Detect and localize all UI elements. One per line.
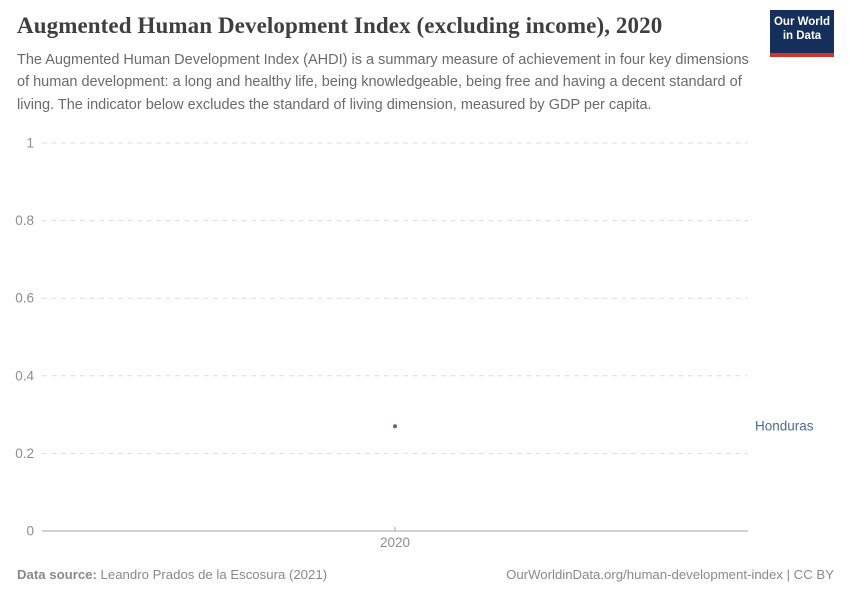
y-tick-label: 1 [26, 136, 34, 151]
x-tick-label: 2020 [380, 535, 410, 550]
entity-label[interactable]: Honduras [755, 419, 814, 434]
scatter-plot: 0 0.2 0.4 0.6 0.8 1 2020 Honduras [15, 136, 814, 551]
owid-logo-line1: Our World [773, 16, 830, 28]
y-tick-label: 0 [26, 524, 34, 539]
y-tick-label: 0.4 [15, 368, 34, 383]
y-tick-label: 0.6 [15, 291, 34, 306]
chart-area: 0 0.2 0.4 0.6 0.8 1 2020 Honduras [0, 130, 850, 560]
data-source: Data source: Leandro Prados de la Escosu… [17, 567, 327, 582]
owid-logo-line2: in Data [782, 30, 822, 42]
y-tick-label: 0.2 [15, 446, 34, 461]
data-source-value: Leandro Prados de la Escosura (2021) [96, 567, 328, 582]
chart-subtitle: The Augmented Human Development Index (A… [17, 52, 749, 113]
y-tick-label: 0.8 [15, 213, 34, 228]
page-title: Augmented Human Development Index (exclu… [17, 13, 663, 38]
attribution-link[interactable]: OurWorldinData.org/human-development-ind… [506, 567, 834, 582]
chart-footer: Data source: Leandro Prados de la Escosu… [17, 567, 834, 582]
data-source-label: Data source: [17, 567, 97, 582]
owid-logo[interactable]: Our World in Data [770, 10, 834, 57]
data-point-honduras[interactable] [393, 424, 397, 429]
